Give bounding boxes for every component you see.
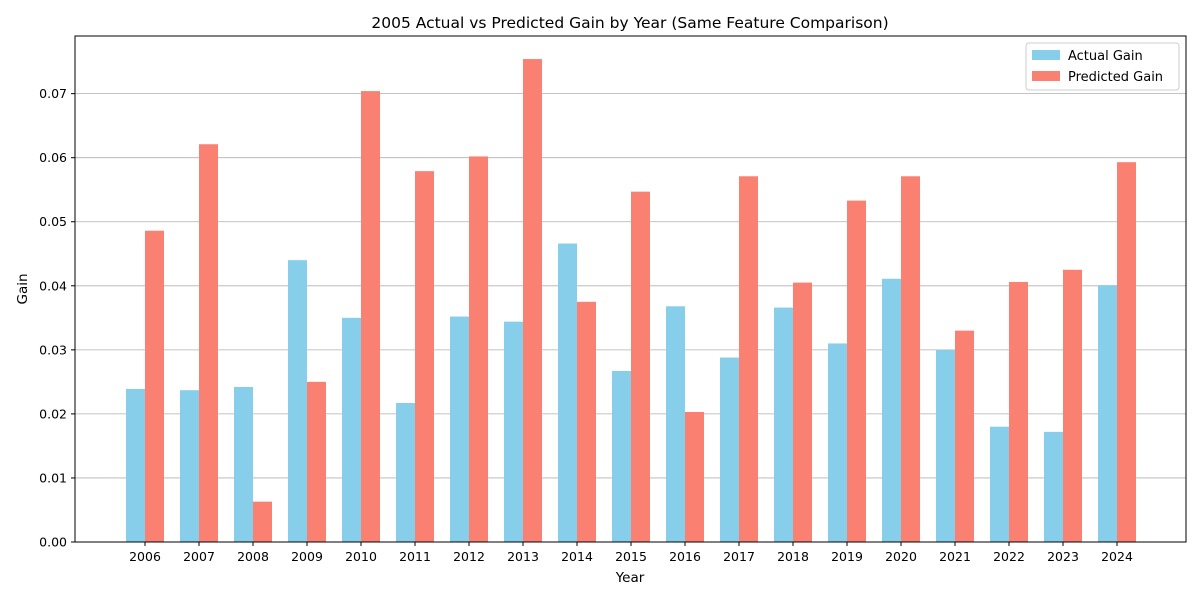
bar-actual-gain [504, 321, 523, 542]
bar-predicted-gain [577, 301, 596, 542]
bar-actual-gain [342, 317, 361, 542]
x-tick-label: 2007 [183, 549, 215, 564]
bar-actual-gain [882, 278, 901, 542]
bar-actual-gain [936, 349, 955, 542]
y-tick-label: 0.07 [39, 86, 67, 101]
y-tick-label: 0.03 [39, 342, 67, 357]
bar-actual-gain [558, 243, 577, 542]
bar-actual-gain [828, 343, 847, 542]
x-tick-label: 2015 [615, 549, 647, 564]
bar-actual-gain [288, 260, 307, 542]
x-tick-label: 2006 [129, 549, 161, 564]
x-tick-label: 2010 [345, 549, 377, 564]
bar-predicted-gain [1117, 162, 1136, 542]
bar-predicted-gain [739, 176, 758, 543]
x-tick-label: 2020 [885, 549, 917, 564]
bar-predicted-gain [523, 59, 542, 542]
bar-predicted-gain [253, 501, 272, 542]
x-tick-label: 2024 [1101, 549, 1133, 564]
y-tick-label: 0.06 [39, 150, 67, 165]
bar-actual-gain [450, 316, 469, 542]
x-tick-label: 2008 [237, 549, 269, 564]
bar-actual-gain [612, 370, 631, 542]
legend-label-actual-gain: Actual Gain [1068, 49, 1143, 64]
bar-predicted-gain [1009, 281, 1028, 542]
bar-predicted-gain [145, 230, 164, 542]
chart-title: 2005 Actual vs Predicted Gain by Year (S… [371, 14, 888, 32]
bars [126, 59, 1136, 543]
bar-predicted-gain [307, 381, 326, 542]
y-tick-label: 0.05 [39, 214, 67, 229]
x-tick-label: 2014 [561, 549, 593, 564]
bar-actual-gain [180, 390, 199, 542]
x-tick-label: 2022 [993, 549, 1025, 564]
legend-label-predicted-gain: Predicted Gain [1068, 70, 1163, 85]
x-tick-label: 2017 [723, 549, 755, 564]
bar-actual-gain [396, 403, 415, 542]
legend: Actual Gain Predicted Gain [1025, 42, 1180, 91]
bar-predicted-gain [847, 200, 866, 543]
x-tick-label: 2021 [939, 549, 971, 564]
bar-predicted-gain [901, 176, 920, 543]
x-tick-label: 2023 [1047, 549, 1079, 564]
y-axis-label: Gain [15, 273, 31, 304]
bar-actual-gain [234, 386, 253, 542]
x-tick-label: 2018 [777, 549, 809, 564]
bar-predicted-gain [955, 330, 974, 542]
bar-predicted-gain [469, 156, 488, 542]
x-tick-label: 2012 [453, 549, 485, 564]
x-axis-ticks: 2006 2007 2008 2009 2010 2011 2012 2013 2014 2015… [129, 542, 1133, 564]
legend-swatch-predicted-gain [1032, 71, 1060, 81]
x-axis-label: Year [615, 570, 645, 586]
y-axis-ticks: 0.00 0.01 0.02 0.03 0.04 0.05 0.06 0.07 [39, 86, 75, 550]
bar-actual-gain [774, 307, 793, 542]
bar-actual-gain [720, 357, 739, 542]
bar-predicted-gain [793, 282, 812, 542]
bar-actual-gain [126, 388, 145, 542]
bar-predicted-gain [199, 144, 218, 542]
x-tick-label: 2016 [669, 549, 701, 564]
bar-actual-gain [1044, 431, 1063, 542]
x-tick-label: 2013 [507, 549, 539, 564]
legend-box [1025, 42, 1180, 91]
legend-swatch-actual-gain [1032, 50, 1060, 60]
y-tick-label: 0.00 [39, 535, 67, 550]
y-tick-label: 0.01 [39, 470, 67, 485]
x-tick-label: 2011 [399, 549, 431, 564]
x-tick-label: 2019 [831, 549, 863, 564]
bar-predicted-gain [631, 191, 650, 542]
bar-predicted-gain [1063, 269, 1082, 542]
bar-actual-gain [666, 306, 685, 542]
bar-predicted-gain [685, 411, 704, 542]
bar-predicted-gain [415, 171, 434, 542]
x-tick-label: 2009 [291, 549, 323, 564]
bar-actual-gain [990, 426, 1009, 542]
y-tick-label: 0.04 [39, 278, 67, 293]
bar-actual-gain [1098, 285, 1117, 542]
bar-predicted-gain [361, 91, 380, 542]
y-tick-label: 0.02 [39, 406, 67, 421]
